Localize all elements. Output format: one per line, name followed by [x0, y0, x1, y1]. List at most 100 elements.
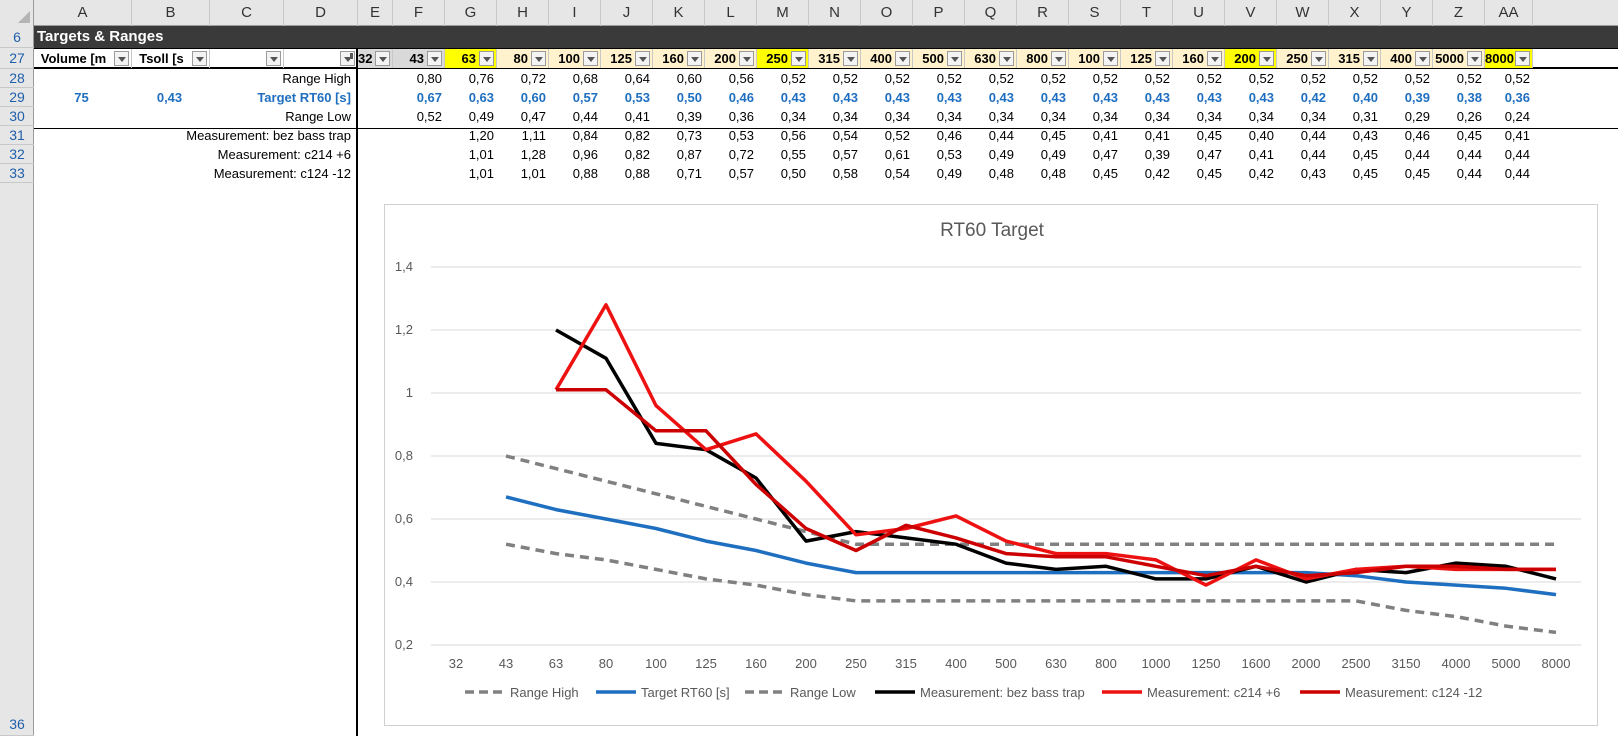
value-cell[interactable]: 0,49: [988, 147, 1014, 162]
value-cell[interactable]: 0,67: [416, 90, 442, 105]
value-cell[interactable]: 0,44: [1504, 166, 1530, 181]
value-cell[interactable]: 0,42: [1144, 166, 1170, 181]
value-cell[interactable]: [358, 107, 393, 126]
value-cell[interactable]: 0,42: [1248, 166, 1274, 181]
value-cell[interactable]: 0,52: [416, 109, 442, 124]
header-freq-200[interactable]: 200: [705, 49, 757, 68]
filter-dropdown-icon[interactable]: [531, 51, 546, 66]
header-freq-500[interactable]: 500: [913, 49, 965, 68]
header-freq-3150[interactable]: 315: [1329, 49, 1381, 68]
value-cell[interactable]: 0,34: [1196, 109, 1222, 124]
value-cell[interactable]: 0,34: [780, 109, 806, 124]
value-cell[interactable]: 0,45: [1040, 128, 1066, 143]
value-cell[interactable]: 0,43: [1040, 90, 1066, 105]
value-cell[interactable]: 0,39: [1404, 90, 1430, 105]
header-freq-63[interactable]: 63: [445, 49, 497, 68]
value-cell[interactable]: 0,52: [1456, 71, 1482, 86]
filter-dropdown-icon[interactable]: [895, 51, 910, 66]
header-tsoll[interactable]: Tsoll [s: [132, 49, 210, 68]
value-cell[interactable]: 0,44: [572, 109, 598, 124]
filter-dropdown-icon[interactable]: [192, 51, 207, 66]
row-label[interactable]: Measurement: bez bass trap: [186, 128, 351, 143]
value-cell[interactable]: 0,45: [1456, 128, 1482, 143]
column-header-c[interactable]: C: [210, 0, 284, 26]
value-cell[interactable]: 0,34: [1040, 109, 1066, 124]
filter-dropdown-icon[interactable]: [340, 51, 355, 66]
value-cell[interactable]: 0,72: [728, 147, 754, 162]
value-cell[interactable]: 0,88: [572, 166, 598, 181]
value-cell[interactable]: [358, 164, 393, 183]
value-cell[interactable]: 0,38: [1456, 90, 1482, 105]
filter-dropdown-icon[interactable]: [1311, 51, 1326, 66]
column-header-d[interactable]: D: [284, 0, 358, 26]
value-cell[interactable]: [358, 69, 393, 88]
value-cell[interactable]: 0,76: [468, 71, 494, 86]
value-cell[interactable]: 0,63: [468, 90, 494, 105]
value-cell[interactable]: 0,29: [1404, 109, 1430, 124]
filter-dropdown-icon[interactable]: [635, 51, 650, 66]
value-cell[interactable]: 0,45: [1092, 166, 1118, 181]
value-cell[interactable]: 0,84: [572, 128, 598, 143]
value-cell[interactable]: 0,52: [1248, 71, 1274, 86]
volume-value[interactable]: 75: [74, 90, 89, 105]
header-freq-1600[interactable]: 160: [1173, 49, 1225, 68]
value-cell[interactable]: 0,68: [572, 71, 598, 86]
filter-dropdown-icon[interactable]: [114, 51, 129, 66]
value-cell[interactable]: 0,45: [1352, 147, 1378, 162]
column-header-x[interactable]: X: [1329, 0, 1381, 26]
row-header-28[interactable]: 28: [0, 69, 34, 88]
column-header-t[interactable]: T: [1121, 0, 1173, 26]
value-cell[interactable]: 0,46: [936, 128, 962, 143]
value-cell[interactable]: 0,39: [676, 109, 702, 124]
filter-dropdown-icon[interactable]: [999, 51, 1014, 66]
row-header-33[interactable]: 33: [0, 164, 34, 183]
filter-dropdown-icon[interactable]: [1467, 51, 1482, 66]
filter-dropdown-icon[interactable]: [791, 51, 806, 66]
header-freq-5000[interactable]: 5000: [1433, 49, 1485, 68]
value-cell[interactable]: 0,52: [1404, 71, 1430, 86]
value-cell[interactable]: 0,40: [1352, 90, 1378, 105]
select-all-corner[interactable]: [0, 0, 34, 26]
filter-dropdown-icon[interactable]: [1103, 51, 1118, 66]
filter-dropdown-icon[interactable]: [1515, 51, 1530, 66]
value-cell[interactable]: 0,82: [624, 147, 650, 162]
value-cell[interactable]: 0,56: [728, 71, 754, 86]
value-cell[interactable]: 0,52: [832, 71, 858, 86]
value-cell[interactable]: 0,43: [1196, 90, 1222, 105]
value-cell[interactable]: 0,44: [1404, 147, 1430, 162]
value-cell[interactable]: 0,88: [624, 166, 650, 181]
value-cell[interactable]: 0,43: [988, 90, 1014, 105]
column-header-p[interactable]: P: [913, 0, 965, 26]
header-freq-250[interactable]: 250: [757, 49, 809, 68]
header-d[interactable]: [284, 49, 358, 68]
filter-dropdown-icon[interactable]: [583, 51, 598, 66]
column-header-l[interactable]: L: [705, 0, 757, 26]
value-cell[interactable]: 0,43: [1248, 90, 1274, 105]
header-freq-8000[interactable]: 8000: [1485, 49, 1533, 68]
tsoll-value[interactable]: 0,43: [156, 90, 183, 105]
value-cell[interactable]: 0,53: [936, 147, 962, 162]
value-cell[interactable]: 0,57: [728, 166, 754, 181]
column-header-r[interactable]: R: [1017, 0, 1069, 26]
value-cell[interactable]: 0,34: [936, 109, 962, 124]
value-cell[interactable]: 0,44: [988, 128, 1014, 143]
row-header-36[interactable]: 36: [0, 712, 34, 736]
value-cell[interactable]: [393, 164, 445, 183]
filter-dropdown-icon[interactable]: [479, 51, 494, 66]
header-freq-1000[interactable]: 100: [1069, 49, 1121, 68]
value-cell[interactable]: 0,43: [1092, 90, 1118, 105]
value-cell[interactable]: 0,82: [624, 128, 650, 143]
column-header-k[interactable]: K: [653, 0, 705, 26]
value-cell[interactable]: 0,55: [780, 147, 806, 162]
value-cell[interactable]: 0,87: [676, 147, 702, 162]
value-cell[interactable]: 0,58: [832, 166, 858, 181]
value-cell[interactable]: 0,36: [728, 109, 754, 124]
value-cell[interactable]: 0,52: [884, 71, 910, 86]
value-cell[interactable]: 0,34: [832, 109, 858, 124]
column-header-aa[interactable]: AA: [1485, 0, 1533, 26]
value-cell[interactable]: 0,52: [1352, 71, 1378, 86]
value-cell[interactable]: 0,24: [1504, 109, 1530, 124]
header-freq-160[interactable]: 160: [653, 49, 705, 68]
column-header-g[interactable]: G: [445, 0, 497, 26]
header-freq-4000[interactable]: 400: [1381, 49, 1433, 68]
